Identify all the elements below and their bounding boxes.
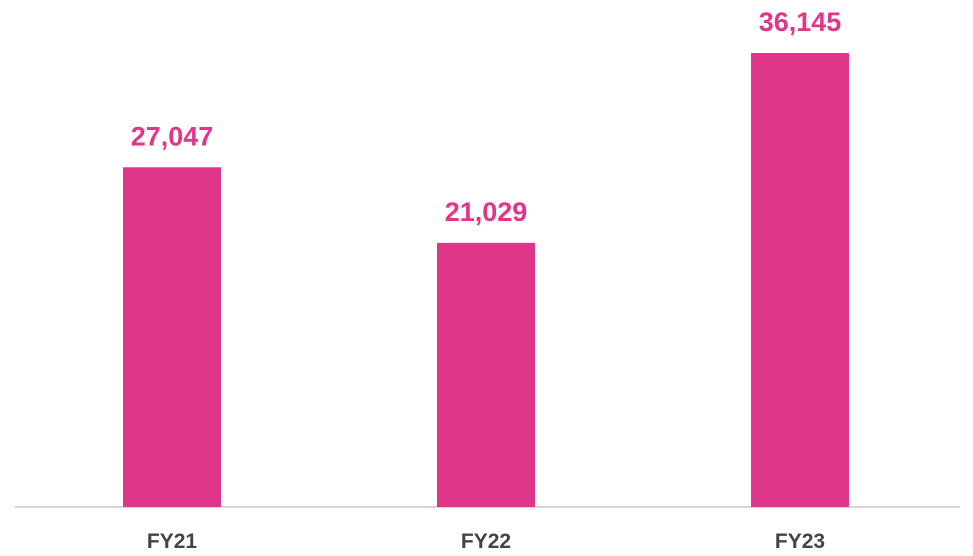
bar [751, 53, 849, 507]
x-tick-label: FY22 [461, 530, 511, 553]
x-tick-label: FY21 [147, 530, 198, 553]
value-label: 27,047 [131, 121, 214, 151]
value-label: 36,145 [759, 7, 842, 37]
bar [437, 242, 535, 508]
bar [123, 167, 221, 507]
x-tick-label: FY23 [775, 530, 825, 553]
value-label: 21,029 [445, 197, 528, 227]
